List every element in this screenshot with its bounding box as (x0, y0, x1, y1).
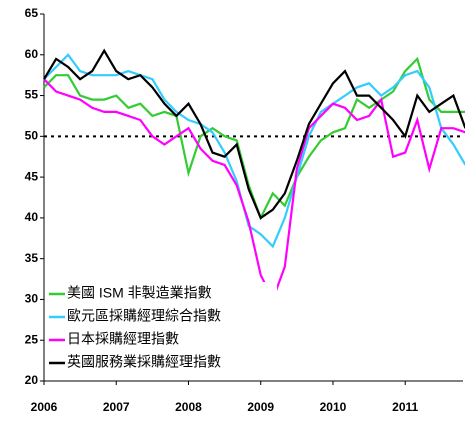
x-tick-label: 2011 (392, 400, 418, 414)
x-tick-label: 2006 (31, 400, 58, 414)
y-tick-label: 30 (25, 292, 39, 306)
series-line (43, 53, 465, 249)
legend-label: 日本採購經理指數 (67, 331, 179, 347)
legend-label: 美國 ISM 非製造業指數 (67, 285, 212, 301)
legend-label: 英國服務業採購經理指數 (67, 354, 221, 370)
y-tick-label: 35 (25, 251, 39, 265)
y-tick-label: 40 (25, 210, 39, 224)
legend-box (47, 282, 277, 376)
legend-label: 歐元區採購經理綜合指數 (67, 308, 221, 324)
y-tick-label: 55 (25, 88, 39, 102)
series-line (43, 48, 465, 220)
x-tick-label: 2008 (175, 400, 202, 414)
y-tick-label: 45 (25, 169, 39, 183)
y-tick-label: 50 (25, 129, 39, 143)
y-tick-label: 20 (25, 373, 39, 387)
series-line (43, 56, 465, 221)
y-tick-label: 60 (25, 47, 39, 61)
x-tick-label: 2009 (247, 400, 274, 414)
y-tick-label: 25 (25, 332, 39, 346)
y-tick-label: 65 (25, 6, 39, 20)
series-line (43, 78, 465, 303)
x-tick-label: 2010 (320, 400, 347, 414)
x-tick-label: 2007 (103, 400, 130, 414)
